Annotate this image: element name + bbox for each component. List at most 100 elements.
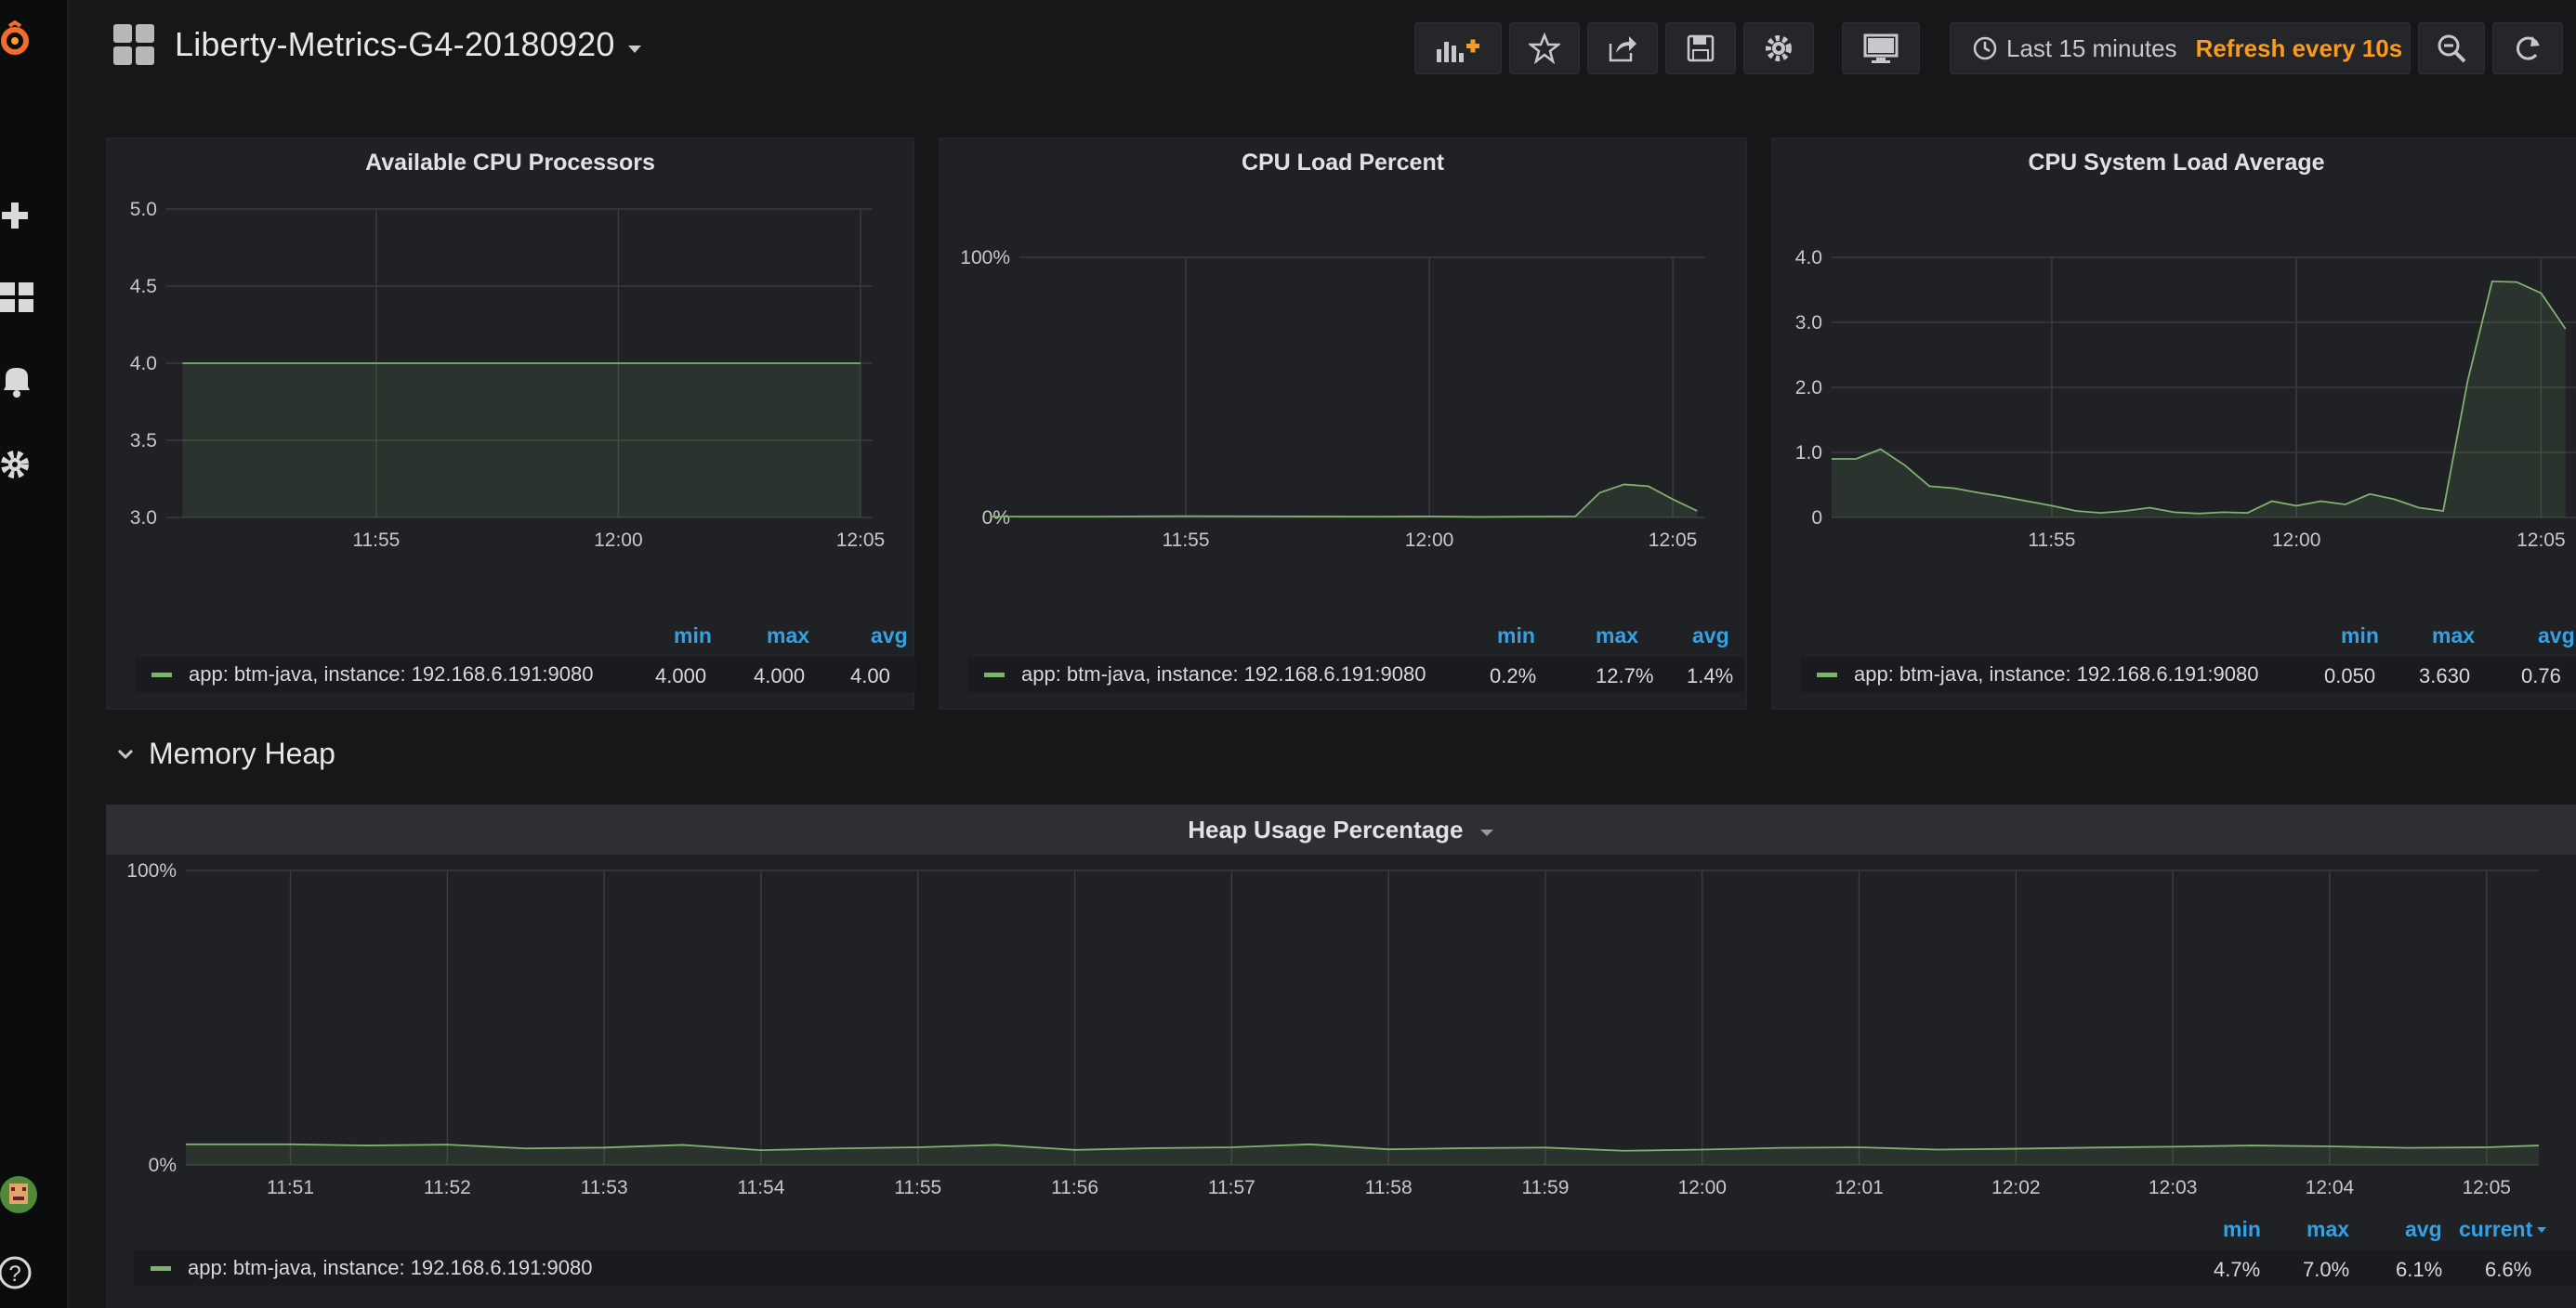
y-tick-label: 3.0: [1795, 312, 1822, 334]
add-panel-button[interactable]: [1414, 22, 1502, 74]
panel-available-cpu-processors[interactable]: Available CPU Processors 5.0 4.5 4.0 3.5 3.0…: [106, 137, 915, 710]
y-tick-label: 0%: [149, 1155, 177, 1176]
y-tick-label: 100%: [126, 860, 177, 882]
refresh-button[interactable]: [2492, 22, 2563, 74]
settings-icon: [1766, 35, 1792, 61]
x-tick-label: 12:04: [2306, 1177, 2355, 1198]
heap-panel-header[interactable]: Heap Usage Percentage: [106, 804, 2576, 855]
legend-series[interactable]: app: btm-java, instance: 192.168.6.191:9…: [134, 1250, 2576, 1286]
gear-icon[interactable]: [0, 446, 37, 483]
help-icon[interactable]: ?: [0, 1254, 37, 1291]
dashboard-title: Liberty-Metrics-G4-20180920: [175, 25, 615, 63]
plus-icon[interactable]: [0, 197, 37, 234]
legend-min-header[interactable]: min: [1497, 623, 1535, 647]
legend-current-label: current: [2459, 1217, 2533, 1241]
x-tick-label: 11:55: [352, 530, 400, 551]
x-tick-label: 11:59: [1521, 1177, 1569, 1198]
refresh-icon: [2516, 36, 2540, 60]
panel-heap-usage-percentage[interactable]: 100% 0% 11:51 11:52 11:53 11:54 11:55 11:56 11:5…: [106, 855, 2576, 1308]
settings-button[interactable]: [1743, 22, 1814, 74]
legend-min-header[interactable]: min: [2341, 623, 2379, 647]
sidebar: ?: [0, 0, 69, 1308]
y-tick-label: 4.0: [130, 353, 157, 374]
series-color-swatch[interactable]: [151, 672, 172, 677]
chart-cpu-load-percent: 100% 0% 11:55 12:00 12:05: [960, 247, 1705, 551]
time-range-label: Last 15 minutes: [2006, 33, 2177, 62]
y-tick-label: 4.0: [1795, 247, 1822, 268]
x-tick-label: 12:00: [1405, 530, 1454, 551]
x-tick-label: 11:57: [1208, 1177, 1255, 1198]
legend-avg-header[interactable]: avg: [2538, 623, 2575, 647]
panel-title[interactable]: Heap Usage Percentage: [106, 816, 2576, 844]
legend-max-header[interactable]: max: [1596, 623, 1639, 647]
legend-max-value: 4.000: [754, 664, 806, 687]
legend-avg-value: 0.76: [2521, 664, 2561, 687]
legend-max-value: 12.7%: [1596, 664, 1654, 687]
series-color-swatch[interactable]: [984, 672, 1005, 677]
time-range-picker[interactable]: Last 15 minutes Refresh every 10s: [1950, 22, 2411, 74]
row-title: Memory Heap: [149, 737, 335, 770]
legend-series[interactable]: app: btm-java, instance: 192.168.6.191:9…: [967, 657, 1744, 692]
x-tick-label: 12:05: [836, 530, 886, 551]
legend-min-value: 4.000: [655, 664, 707, 687]
share-icon: [1609, 36, 1636, 62]
legend-min-value: 0.050: [2324, 664, 2376, 687]
legend-min-header[interactable]: min: [2223, 1217, 2261, 1241]
legend-min-value: 4.7%: [2214, 1258, 2261, 1281]
star-button[interactable]: [1509, 22, 1580, 74]
x-tick-label: 12:02: [1991, 1177, 2041, 1198]
panel-title: CPU Load Percent: [1241, 150, 1445, 176]
legend-max-header[interactable]: max: [2307, 1217, 2350, 1241]
legend-avg-header[interactable]: avg: [2405, 1217, 2442, 1241]
legend-series[interactable]: app: btm-java, instance: 192.168.6.191:9…: [135, 657, 915, 692]
legend-avg-header[interactable]: avg: [1692, 623, 1729, 647]
x-tick-label: 11:58: [1365, 1177, 1413, 1198]
dashboard-grid-icon: [113, 24, 154, 65]
y-tick-label: 1.0: [1795, 442, 1822, 464]
chart-available-cpu-processors: 5.0 4.5 4.0 3.5 3.0 11:55 12:00 12:05: [130, 199, 886, 551]
add-panel-icon: [1437, 39, 1479, 62]
legend-current-header[interactable]: current: [2459, 1217, 2547, 1242]
y-tick-label: 100%: [960, 247, 1010, 268]
share-button[interactable]: [1587, 22, 1658, 74]
x-tick-label: 11:55: [2028, 530, 2075, 551]
panel-title: Available CPU Processors: [365, 150, 655, 176]
legend-max-header[interactable]: max: [767, 623, 810, 647]
dashboard-title-picker[interactable]: Liberty-Metrics-G4-20180920: [113, 24, 641, 65]
bell-icon[interactable]: [0, 362, 37, 399]
series-area: [991, 484, 1698, 517]
x-tick-label: 12:00: [1677, 1177, 1727, 1198]
x-tick-label: 11:51: [267, 1177, 314, 1198]
legend-min-header[interactable]: min: [674, 623, 712, 647]
x-tick-label: 12:05: [1649, 530, 1698, 551]
x-tick-label: 11:53: [581, 1177, 628, 1198]
legend-max-value: 3.630: [2419, 664, 2471, 687]
tv-mode-button[interactable]: [1842, 22, 1920, 74]
series-color-swatch[interactable]: [151, 1265, 171, 1271]
dashboards-icon[interactable]: [0, 279, 37, 316]
series-name: app: btm-java, instance: 192.168.6.191:9…: [189, 662, 594, 686]
x-tick-label: 12:00: [594, 530, 643, 551]
panel-cpu-system-load-average[interactable]: CPU System Load Average 4.0 3.0 2.0 1.0 0 11:…: [1771, 137, 2576, 710]
legend-avg-value: 1.4%: [1687, 664, 1734, 687]
series-color-swatch[interactable]: [1817, 672, 1837, 677]
row-memory-heap[interactable]: Memory Heap: [117, 737, 335, 771]
x-tick-label: 11:54: [737, 1177, 784, 1198]
legend-avg-header[interactable]: avg: [871, 623, 908, 647]
save-button[interactable]: [1665, 22, 1736, 74]
clock-icon: [1973, 36, 1997, 60]
chart-heap-usage-percentage: 100% 0% 11:51 11:52 11:53 11:54 11:55 11:56 11:5…: [126, 860, 2540, 1198]
zoom-out-button[interactable]: [2418, 22, 2485, 74]
panel-cpu-load-percent[interactable]: CPU Load Percent 100% 0% 11:55 12:00 12:05 m…: [939, 137, 1747, 710]
x-tick-label: 11:55: [894, 1177, 941, 1198]
user-avatar[interactable]: [0, 1174, 41, 1215]
grafana-logo-icon[interactable]: [0, 20, 37, 58]
legend-max-header[interactable]: max: [2432, 623, 2476, 647]
series-area: [182, 363, 861, 517]
x-tick-label: 11:56: [1051, 1177, 1098, 1198]
refresh-interval-label: Refresh every 10s: [2195, 33, 2403, 62]
legend-series[interactable]: app: btm-java, instance: 192.168.6.191:9…: [1800, 657, 2576, 692]
series-name: app: btm-java, instance: 192.168.6.191:9…: [188, 1256, 593, 1279]
tv-icon: [1863, 33, 1899, 63]
y-tick-label: 0: [1811, 507, 1822, 529]
